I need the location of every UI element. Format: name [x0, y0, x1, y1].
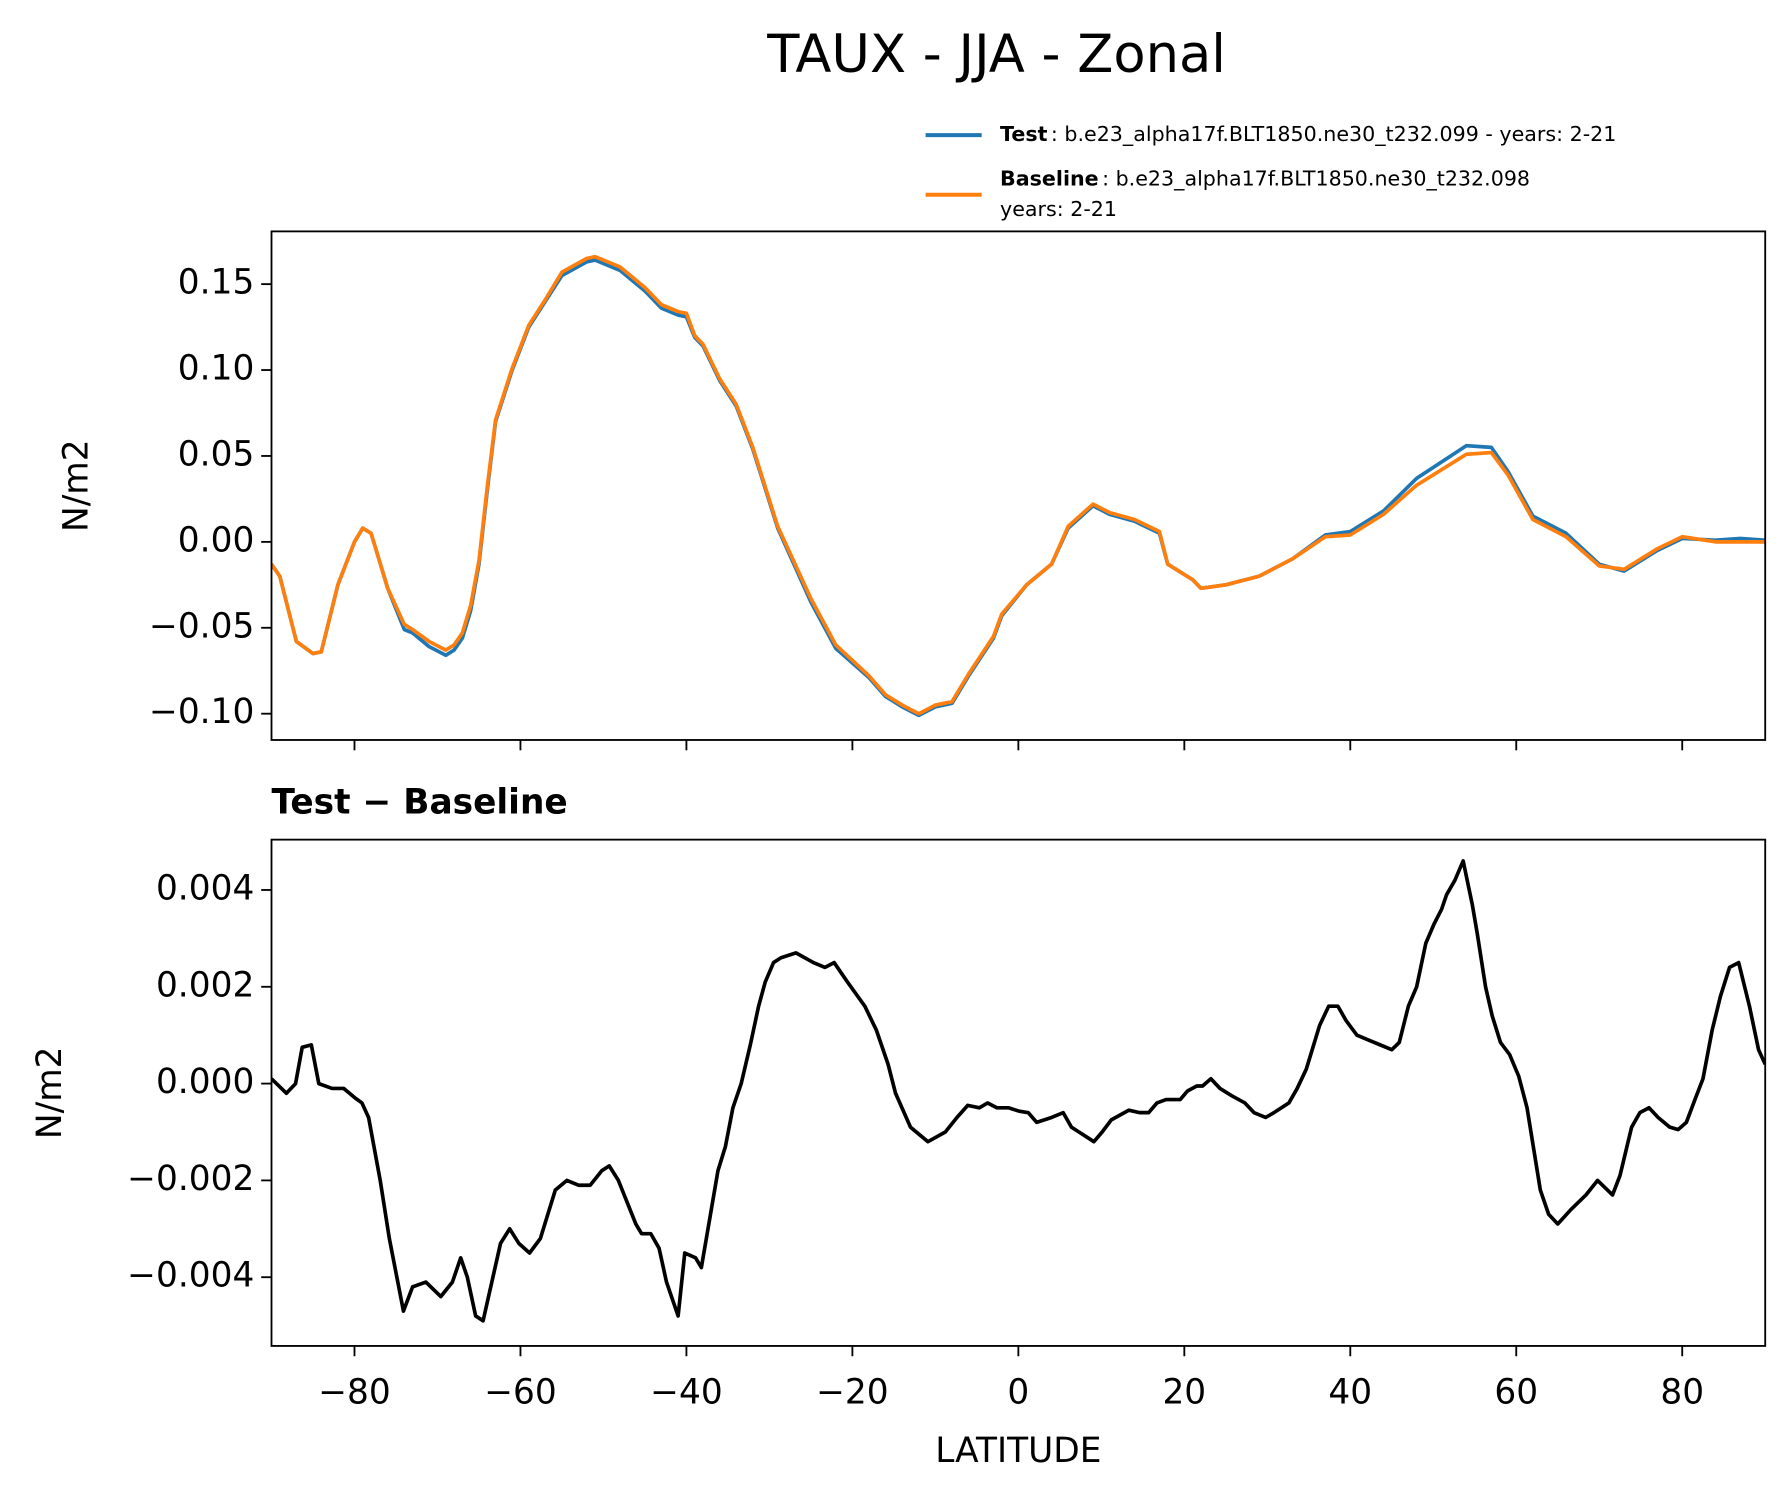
x-tick-label: 60: [1494, 1373, 1538, 1413]
x-tick-label: −40: [650, 1373, 723, 1413]
y-tick-label: 0.05: [178, 434, 255, 474]
y-tick-label: −0.004: [127, 1256, 254, 1296]
legend-name: Baseline: [1000, 166, 1099, 190]
axes-frame: [270, 230, 1767, 741]
y-tick-label: −0.10: [149, 692, 254, 732]
x-tick-label: 80: [1660, 1373, 1704, 1413]
y-axis-label: N/m2: [30, 1046, 70, 1139]
x-tick-label: 0: [1007, 1373, 1029, 1413]
y-tick-label: 0.00: [178, 520, 255, 560]
legend-label: years: 2-21: [1000, 197, 1117, 221]
panel-title: Test − Baseline: [272, 783, 568, 823]
y-tick-label: 0.15: [178, 263, 255, 303]
x-tick-label: 40: [1328, 1373, 1372, 1413]
legend-label: : b.e23_alpha17f.BLT1850.ne30_t232.099 -…: [1051, 122, 1616, 147]
y-tick-label: 0.10: [178, 349, 255, 389]
x-tick-label: −20: [816, 1373, 889, 1413]
x-tick-label: −80: [318, 1373, 391, 1413]
legend-label: : b.e23_alpha17f.BLT1850.ne30_t232.098: [1102, 166, 1530, 191]
y-tick-label: −0.05: [149, 606, 254, 646]
y-tick-label: 0.004: [156, 868, 254, 908]
data-line: [271, 859, 1766, 1323]
x-tick-label: −60: [484, 1373, 557, 1413]
y-axis-label: N/m2: [56, 439, 96, 532]
data-line: [271, 254, 1766, 716]
y-tick-label: 0.000: [156, 1062, 254, 1102]
x-axis-label: LATITUDE: [935, 1431, 1101, 1471]
figure-title: TAUX - JJA - Zonal: [766, 24, 1226, 85]
y-tick-label: 0.002: [156, 965, 254, 1005]
legend-name: Test: [1000, 122, 1048, 146]
y-tick-label: −0.002: [127, 1159, 254, 1199]
data-line: [271, 258, 1766, 718]
x-tick-label: 20: [1162, 1373, 1206, 1413]
axes-frame: [270, 838, 1767, 1347]
